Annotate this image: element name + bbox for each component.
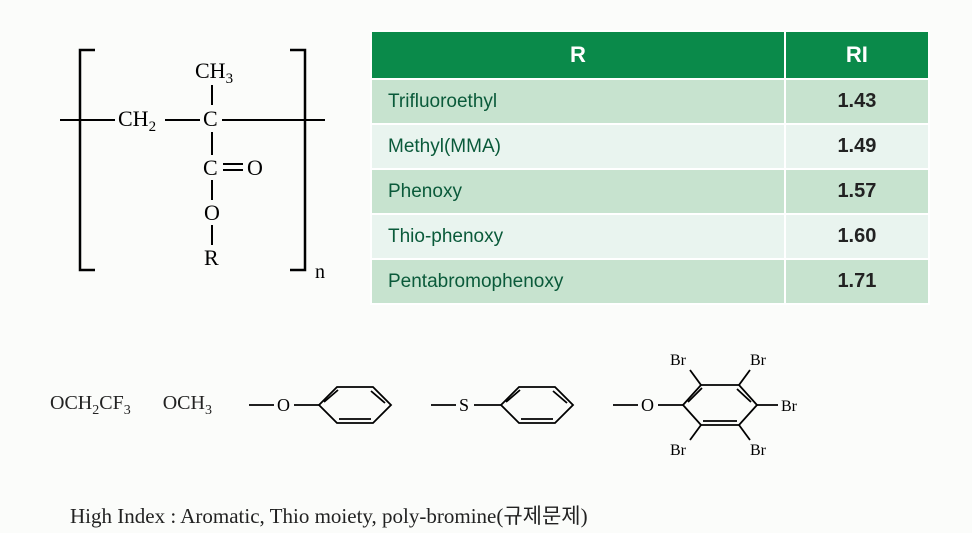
svg-text:n: n — [315, 261, 325, 283]
svg-text:Br: Br — [670, 352, 687, 369]
structures-row: OCH2CF3 OCH3 O S O Br Br Br — [40, 335, 932, 475]
table-row: Trifluoroethyl 1.43 — [371, 79, 929, 124]
svg-text:Br: Br — [670, 442, 687, 459]
svg-text:O: O — [247, 155, 263, 180]
svg-text:C: C — [203, 155, 218, 180]
th-ri: RI — [785, 31, 929, 79]
svg-text:Br: Br — [750, 442, 767, 459]
polymer-structure-diagram: n CH2 C CH3 C O — [40, 30, 340, 290]
svg-text:CH3: CH3 — [195, 58, 233, 87]
footer-text: High Index : Aromatic, Thio moiety, poly… — [40, 500, 932, 530]
svg-text:Br: Br — [750, 352, 767, 369]
polymer-svg: n CH2 C CH3 C O — [40, 30, 340, 290]
struct-trifluoroethyl: OCH2CF3 — [50, 392, 131, 419]
table-row: Thio-phenoxy 1.60 — [371, 214, 929, 259]
svg-text:O: O — [641, 395, 654, 415]
svg-text:R: R — [204, 245, 219, 270]
struct-phenoxy: O — [244, 360, 394, 450]
svg-text:Br: Br — [781, 398, 798, 415]
ri-table: R RI Trifluoroethyl 1.43 Methyl(MMA) 1.4… — [370, 30, 930, 305]
struct-pentabromophenoxy: O Br Br Br Br Br — [608, 335, 818, 475]
struct-methyl: OCH3 — [163, 392, 212, 419]
svg-text:S: S — [459, 395, 469, 415]
table-row: Methyl(MMA) 1.49 — [371, 124, 929, 169]
table-row: Phenoxy 1.57 — [371, 169, 929, 214]
svg-text:O: O — [204, 200, 220, 225]
svg-text:O: O — [277, 395, 290, 415]
svg-text:C: C — [203, 106, 218, 131]
svg-text:CH2: CH2 — [118, 106, 156, 135]
table-row: Pentabromophenoxy 1.71 — [371, 259, 929, 304]
th-r: R — [371, 31, 785, 79]
struct-thiophenoxy: S — [426, 360, 576, 450]
